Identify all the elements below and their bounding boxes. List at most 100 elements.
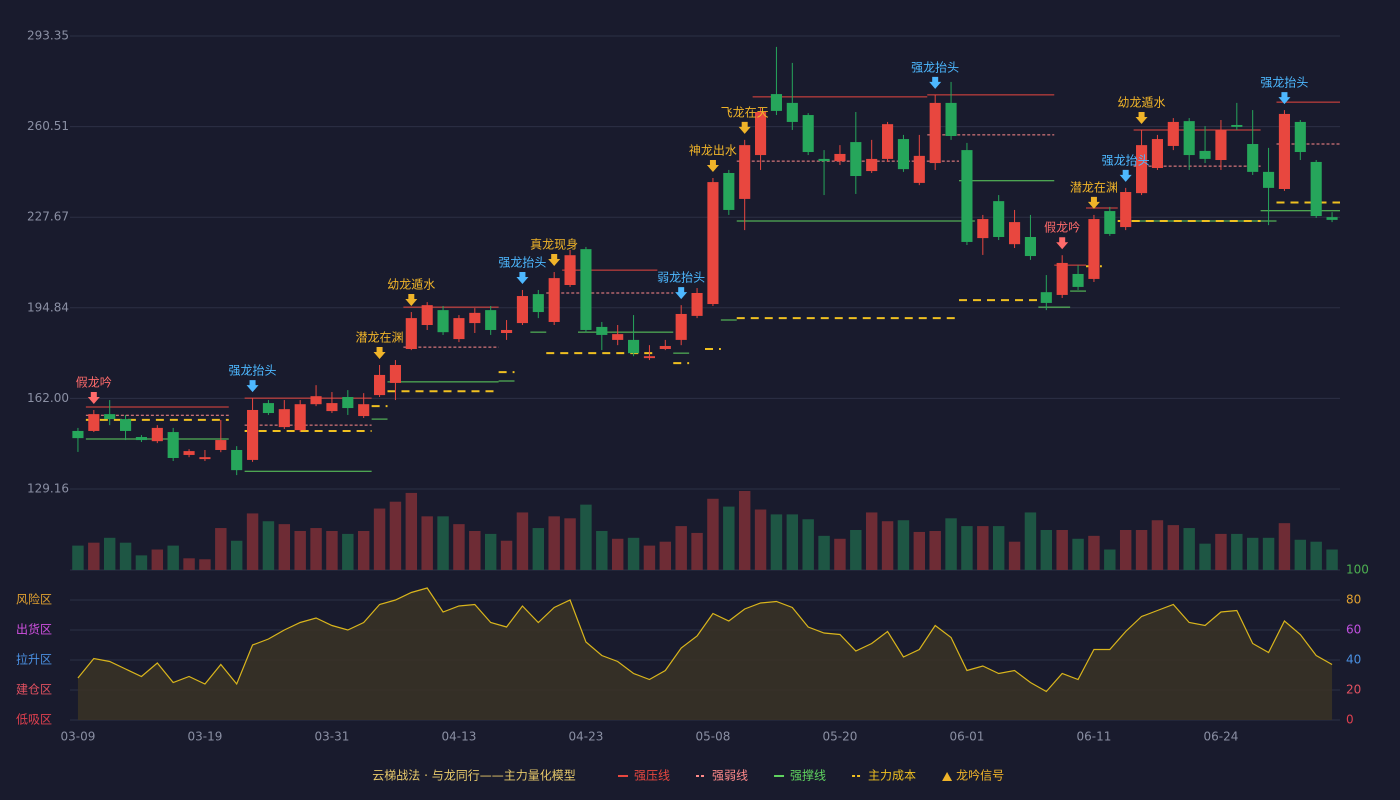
candle-body — [358, 404, 370, 417]
candle-body — [326, 403, 338, 412]
candle-body — [199, 457, 211, 460]
candle-body — [755, 112, 767, 156]
volume-bar — [1119, 530, 1132, 570]
candle-body — [231, 449, 243, 471]
x-tick-label: 04-23 — [569, 730, 604, 744]
candle-body — [866, 158, 878, 172]
x-tick-label: 06-01 — [950, 730, 985, 744]
candle-body — [786, 102, 798, 122]
x-tick-label: 03-09 — [61, 730, 96, 744]
x-tick-label: 06-24 — [1204, 730, 1239, 744]
candle-body — [1183, 121, 1195, 156]
candle-body — [723, 172, 735, 210]
y-tick-label: 260.51 — [27, 119, 69, 133]
signal-label: 强龙抬头 — [1260, 76, 1308, 90]
volume-bar — [1104, 549, 1116, 570]
candle-body — [278, 409, 290, 428]
y2-tick-label: 20 — [1346, 683, 1361, 697]
volume-bar — [564, 518, 576, 570]
volume-bar — [1294, 539, 1307, 570]
volume-bar — [1215, 533, 1227, 570]
volume-bar — [929, 530, 941, 570]
volume-bar — [199, 559, 211, 570]
candle-body — [135, 437, 147, 441]
volume-bar — [897, 520, 910, 570]
candle-body — [1263, 171, 1275, 188]
y-tick-label: 162.00 — [27, 391, 69, 405]
signal-label: 强龙抬头 — [1102, 153, 1150, 167]
volume-bar — [707, 498, 719, 570]
volume-bar — [500, 540, 513, 570]
indicator-line — [77, 587, 1333, 693]
candle-body — [977, 219, 989, 239]
candle-body — [1056, 262, 1068, 295]
signal-arrow — [405, 294, 418, 307]
legend-label: 强压线 — [634, 769, 670, 783]
candle-body — [929, 102, 941, 164]
signal-arrow — [706, 159, 719, 172]
volume-bar — [611, 538, 624, 570]
candle-body — [1247, 144, 1259, 172]
candle-body — [262, 403, 274, 414]
candle-body — [104, 414, 116, 420]
volume-bar — [119, 542, 132, 570]
volume-bar — [215, 528, 227, 570]
candle-body — [453, 318, 465, 340]
candle-body — [961, 150, 973, 242]
volume-bar — [278, 524, 291, 570]
x-tick-label: 05-08 — [696, 730, 731, 744]
x-tick-label: 06-11 — [1077, 730, 1112, 744]
volume-bar — [1199, 543, 1211, 570]
candle-body — [389, 365, 401, 383]
signal-arrow — [548, 254, 561, 267]
volume-bar — [1072, 538, 1084, 570]
signal-label: 幼龙遁水 — [1118, 95, 1166, 109]
volume-bar — [1151, 520, 1164, 570]
candle-body — [1215, 129, 1227, 161]
candle-body — [707, 182, 719, 305]
y2-tick-label: 60 — [1346, 623, 1361, 637]
signal-arrow — [1135, 111, 1148, 124]
candle-body — [1120, 192, 1132, 228]
signal-arrow — [929, 76, 942, 89]
signal-arrow — [675, 287, 688, 300]
candle-body — [1199, 150, 1211, 159]
candle-body — [501, 329, 513, 334]
volume-bar — [437, 516, 449, 570]
volume-bar — [770, 514, 783, 570]
volume-bar — [992, 526, 1005, 570]
signal-label: 幼龙遁水 — [387, 278, 435, 292]
candle-body — [247, 409, 259, 460]
candle-body — [294, 404, 306, 431]
candle-body — [739, 145, 751, 199]
candle-body — [342, 397, 354, 409]
candle-body — [120, 419, 132, 431]
signal-arrow — [87, 391, 100, 404]
candle-body — [1278, 113, 1290, 189]
volume-bar — [1167, 525, 1180, 570]
candle-body — [167, 432, 179, 458]
y-tick-label: 293.35 — [27, 29, 69, 43]
volume-bar — [389, 501, 402, 570]
x-tick-label: 05-20 — [823, 730, 858, 744]
candle-body — [72, 430, 84, 439]
candle-body — [596, 326, 608, 335]
candle-body — [485, 310, 497, 330]
volume-bar — [802, 519, 814, 570]
volume-bar — [405, 492, 418, 570]
candle-body — [802, 115, 814, 153]
volume-bar — [1278, 523, 1291, 570]
candle-body — [580, 249, 592, 330]
y-tick-label: 194.84 — [27, 300, 69, 314]
zone-label: 建仓区 — [16, 683, 52, 697]
candle-body — [612, 334, 624, 340]
volume-bar — [596, 530, 608, 570]
volume-bar — [532, 528, 545, 570]
legend-label: 龙吟信号 — [956, 768, 1004, 783]
volume-bar — [738, 490, 751, 570]
volume-bar — [945, 518, 957, 570]
candle-body — [215, 440, 227, 450]
candle-body — [945, 102, 957, 137]
volume-bar — [1310, 541, 1322, 570]
candle-body — [1040, 292, 1052, 303]
